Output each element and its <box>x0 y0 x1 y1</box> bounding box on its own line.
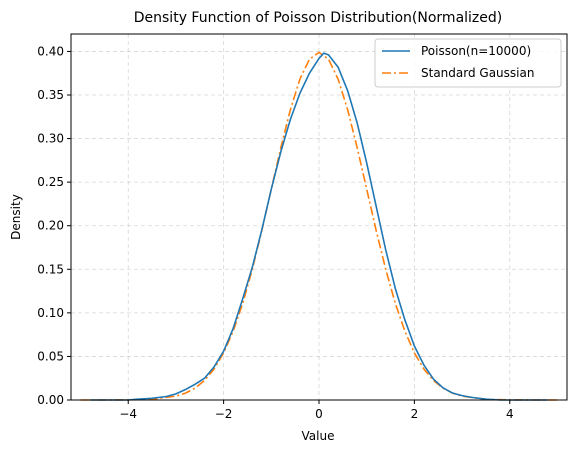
legend-box <box>374 38 562 88</box>
x-tick-label: −2 <box>215 407 233 421</box>
x-tick-label: 4 <box>506 407 514 421</box>
series-line-poisson <box>90 52 548 401</box>
x-axis-ticks: −4 −2 0 2 4 <box>119 400 514 421</box>
x-tick-label: 0 <box>315 407 323 421</box>
y-tick-label: 0.00 <box>37 393 64 407</box>
y-axis-ticks: 0.00 0.05 0.10 0.15 0.20 0.25 0.30 0.35 0.40 <box>37 44 71 407</box>
x-axis-label: Value <box>302 429 335 443</box>
legend-label-gaussian: Standard Gaussian <box>421 66 534 80</box>
x-tick-label: −4 <box>119 407 137 421</box>
y-tick-label: 0.25 <box>37 175 64 189</box>
legend: Poisson(n=10000) Standard Gaussian <box>374 38 562 88</box>
y-tick-label: 0.05 <box>37 349 64 363</box>
y-tick-label: 0.40 <box>37 44 64 58</box>
y-axis-label: Density <box>9 194 23 240</box>
chart-title: Density Function of Poisson Distribution… <box>134 10 502 26</box>
series-layer <box>80 51 558 401</box>
grid-lines <box>71 34 567 401</box>
y-tick-label: 0.20 <box>37 219 64 233</box>
y-tick-label: 0.10 <box>37 306 64 320</box>
y-tick-label: 0.30 <box>37 132 64 146</box>
y-tick-label: 0.15 <box>37 262 64 276</box>
x-tick-label: 2 <box>411 407 419 421</box>
legend-label-poisson: Poisson(n=10000) <box>421 44 531 58</box>
y-tick-label: 0.35 <box>37 88 64 102</box>
